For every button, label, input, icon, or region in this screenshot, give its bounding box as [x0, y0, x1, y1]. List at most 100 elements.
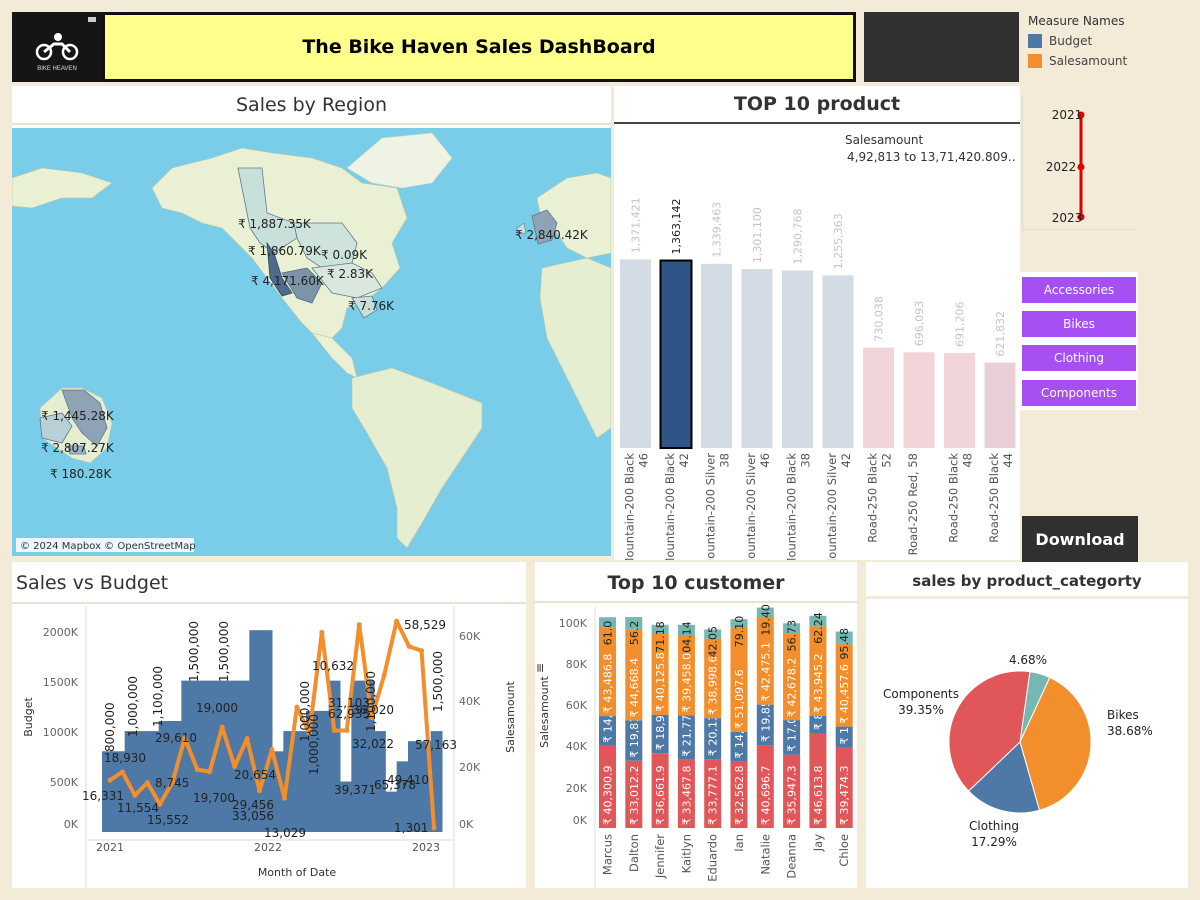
customer-bar-segment[interactable]	[599, 745, 616, 828]
customer-bar-segment[interactable]	[677, 715, 695, 760]
customer-bar-segment[interactable]	[783, 720, 801, 755]
sales-point[interactable]	[207, 769, 213, 775]
sales-point[interactable]	[244, 736, 250, 742]
sales-point[interactable]	[119, 769, 125, 775]
budget-bar[interactable]	[260, 630, 273, 832]
budget-bar[interactable]	[408, 741, 420, 832]
customer-bar-segment[interactable]	[783, 623, 801, 634]
year-filter-dot[interactable]	[1077, 111, 1085, 119]
pie-slice[interactable]	[1019, 676, 1092, 811]
sales-point[interactable]	[257, 788, 263, 794]
product-bar[interactable]	[903, 352, 935, 448]
category-button-components[interactable]: Components	[1022, 380, 1136, 406]
sales-point[interactable]	[431, 825, 437, 831]
customer-bar-segment[interactable]	[756, 704, 774, 746]
map-region[interactable]	[516, 222, 527, 235]
customer-bar-segment[interactable]	[651, 632, 669, 715]
sales-point[interactable]	[394, 618, 400, 624]
category-pie-chart[interactable]: 4.68% Bikes 38.68% Clothing 17.29% Components…	[866, 562, 1188, 888]
budget-bar[interactable]	[124, 731, 137, 832]
sales-point[interactable]	[381, 672, 387, 678]
map-region[interactable]	[39, 412, 73, 444]
budget-bar[interactable]	[396, 761, 409, 832]
product-bar[interactable]	[984, 362, 1016, 448]
customer-bar-segment[interactable]	[625, 629, 643, 721]
sales-point[interactable]	[269, 747, 275, 753]
budget-bar[interactable]	[158, 721, 171, 832]
customer-bar-segment[interactable]	[835, 747, 853, 828]
budget-bar[interactable]	[385, 791, 398, 832]
customer-bar-segment[interactable]	[730, 731, 748, 762]
sales-point[interactable]	[294, 704, 300, 710]
budget-bar[interactable]	[306, 710, 318, 832]
customer-bar-segment[interactable]	[651, 714, 669, 754]
sales-point[interactable]	[219, 724, 225, 730]
budget-bar[interactable]	[419, 741, 432, 832]
sales-point[interactable]	[306, 730, 312, 736]
budget-bar[interactable]	[272, 751, 284, 832]
budget-bar[interactable]	[215, 680, 228, 832]
product-bar[interactable]	[944, 352, 975, 448]
customer-bar-segment[interactable]	[677, 634, 695, 716]
customer-bar-segment[interactable]	[730, 619, 748, 628]
customer-bar-segment[interactable]	[704, 638, 722, 719]
budget-bar[interactable]	[328, 680, 341, 832]
product-bar[interactable]	[822, 275, 854, 448]
customer-bar-segment[interactable]	[783, 754, 801, 828]
customer-bar-segment[interactable]	[651, 753, 669, 828]
budget-bar[interactable]	[430, 731, 443, 832]
sales-point[interactable]	[169, 780, 175, 786]
product-bar[interactable]	[863, 347, 894, 448]
budget-bar[interactable]	[147, 731, 160, 832]
sales-map[interactable]: ₹ 1,887.35K ₹ 1,860.79K ₹ 0.09K ₹ 2.83K …	[12, 128, 611, 556]
sales-point[interactable]	[369, 715, 375, 721]
customer-bar-segment[interactable]	[809, 732, 827, 828]
year-filter-dot[interactable]	[1077, 163, 1085, 171]
customer-bar-segment[interactable]	[677, 624, 695, 635]
sales-point[interactable]	[319, 629, 325, 635]
sales-point[interactable]	[157, 801, 163, 807]
customer-bar-segment[interactable]	[809, 715, 827, 733]
customer-bar-segment[interactable]	[599, 627, 616, 717]
customer-bar-segment[interactable]	[835, 631, 853, 645]
budget-bar[interactable]	[294, 731, 307, 832]
category-button-accessories[interactable]: Accessories	[1022, 277, 1136, 303]
category-button-bikes[interactable]: Bikes	[1022, 311, 1136, 337]
budget-bar[interactable]	[192, 680, 205, 832]
sales-point[interactable]	[144, 780, 150, 786]
product-bar[interactable]	[659, 259, 693, 449]
map-region[interactable]	[531, 209, 558, 245]
budget-bar[interactable]	[113, 751, 126, 832]
sales-point[interactable]	[281, 795, 287, 801]
budget-bar[interactable]	[136, 731, 148, 832]
budget-bar[interactable]	[238, 680, 250, 832]
customer-bar-segment[interactable]	[677, 759, 695, 828]
customer-bar-segment[interactable]	[625, 760, 643, 828]
map-region[interactable]	[351, 295, 378, 319]
budget-bar[interactable]	[204, 680, 216, 832]
budget-bar[interactable]	[102, 751, 114, 832]
product-bar[interactable]	[741, 269, 773, 448]
pie-slice[interactable]	[948, 670, 1031, 792]
legend-item-budget[interactable]: Budget	[1028, 32, 1198, 50]
budget-bar[interactable]	[362, 680, 375, 832]
customer-bar-segment[interactable]	[704, 629, 722, 639]
legend-item-salesamount[interactable]: Salesamount	[1028, 52, 1198, 70]
customer-bar-segment[interactable]	[835, 726, 853, 748]
sales-point[interactable]	[419, 648, 425, 654]
product-bar[interactable]	[620, 259, 651, 448]
customer-bar-segment[interactable]	[651, 624, 669, 633]
customer-bar-segment[interactable]	[599, 617, 616, 628]
top-customer-chart[interactable]: 100K 80K 60K 40K 20K 0K Salesamount ≡ ₹ 40,300.9…	[535, 562, 857, 888]
map-region[interactable]	[311, 262, 383, 299]
customer-bar-segment[interactable]	[756, 745, 774, 828]
budget-bar[interactable]	[181, 680, 194, 832]
map-region[interactable]	[67, 445, 87, 455]
budget-bar[interactable]	[283, 731, 296, 832]
pie-slice[interactable]	[967, 741, 1041, 814]
customer-bar-segment[interactable]	[625, 617, 643, 630]
sort-icon[interactable]: ≡	[535, 663, 547, 673]
customer-bar-segment[interactable]	[704, 759, 722, 828]
customer-bar-segment[interactable]	[809, 615, 827, 627]
